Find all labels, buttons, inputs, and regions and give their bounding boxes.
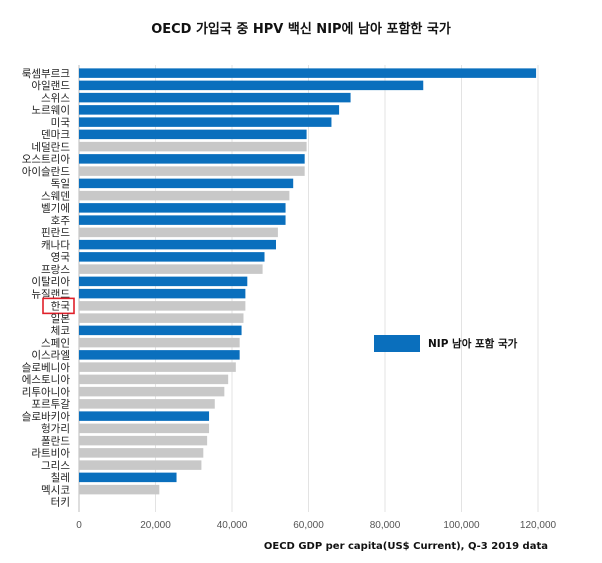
category-label: 리투아니아	[22, 386, 71, 398]
category-label: 핀란드	[41, 227, 70, 239]
category-label: 캐나다	[41, 239, 70, 251]
chart-title: OECD 가입국 중 HPV 백신 NIP에 남아 포함한 국가	[151, 22, 451, 37]
bar	[79, 325, 242, 336]
bar	[79, 313, 244, 323]
x-tick-label: 20,000	[140, 520, 171, 531]
bar	[79, 472, 177, 483]
x-tick-labels: 0 20,000 40,000 60,000 80,000 100,000 120,000	[76, 520, 556, 531]
bar	[79, 166, 305, 176]
bar	[79, 252, 265, 262]
category-label: 헝가리	[41, 423, 70, 435]
x-tick-label: 100,000	[443, 520, 480, 531]
bar	[79, 484, 160, 495]
x-tick-label: 60,000	[293, 520, 324, 531]
bar	[79, 215, 286, 225]
bar	[79, 399, 215, 409]
category-label: 프랑스	[41, 264, 70, 276]
category-label: 포르투갈	[31, 398, 70, 411]
bar	[79, 92, 351, 103]
bar	[79, 423, 210, 434]
category-label: 미국	[51, 117, 71, 129]
category-label: 노르웨이	[31, 105, 70, 117]
category-labels: 룩셈부르크아일랜드스위스노르웨이미국덴마크네덜란드오스트리아아이슬란드독일스웨덴…	[22, 68, 75, 509]
bar	[79, 203, 286, 213]
category-label: 네덜란드	[31, 141, 70, 153]
category-label: 체코	[51, 325, 71, 337]
bar	[79, 288, 246, 299]
bar	[79, 386, 225, 397]
category-label: 라트비아	[31, 448, 70, 460]
bar	[79, 68, 537, 78]
category-label: 이탈리아	[31, 275, 70, 288]
bar	[79, 178, 294, 189]
category-label: 이스라엘	[31, 349, 70, 362]
bar	[79, 190, 290, 201]
category-label: 스위스	[41, 91, 70, 104]
category-label: 슬로베니아	[22, 362, 71, 374]
bar	[79, 227, 278, 238]
bar	[79, 301, 246, 311]
gridlines	[78, 65, 539, 512]
x-axis-label: OECD GDP per capita(US$ Current), Q-3 20…	[263, 541, 548, 552]
category-label: 칠레	[51, 472, 70, 484]
bar	[79, 362, 236, 372]
legend-label: NIP 남아 포함 국가	[428, 337, 518, 350]
category-label: 에스토니아	[22, 374, 71, 386]
category-label: 폴란드	[41, 435, 70, 447]
category-label: 덴마크	[41, 129, 70, 141]
category-label: 일본	[51, 312, 71, 325]
category-label: 멕시코	[41, 484, 70, 496]
category-label: 영국	[51, 252, 71, 264]
bar	[79, 80, 424, 91]
category-label: 뉴질랜드	[31, 288, 70, 300]
bar	[79, 141, 307, 152]
category-label: 오스트리아	[22, 154, 71, 166]
bar	[79, 337, 240, 348]
bar	[79, 129, 307, 140]
bar	[79, 276, 248, 287]
legend: NIP 남아 포함 국가	[374, 335, 518, 352]
category-label: 룩셈부르크	[22, 68, 71, 80]
x-tick-label: 40,000	[217, 520, 248, 531]
bar	[79, 411, 210, 421]
bars	[79, 68, 537, 495]
category-label: 스페인	[41, 337, 70, 349]
category-label: 스웨덴	[41, 190, 70, 202]
bar	[79, 154, 305, 164]
category-label: 독일	[51, 177, 70, 190]
category-label: 한국	[51, 301, 71, 313]
bar	[79, 117, 332, 127]
x-tick-label: 120,000	[520, 520, 557, 531]
bar	[79, 264, 263, 274]
bar	[79, 448, 204, 458]
x-tick-label: 80,000	[370, 520, 401, 531]
bar	[79, 105, 340, 115]
x-tick-label: 0	[76, 520, 82, 531]
bar	[79, 435, 208, 446]
bar	[79, 460, 202, 470]
bar	[79, 350, 240, 360]
category-label: 아이슬란드	[22, 166, 71, 178]
category-label: 벨기에	[41, 203, 70, 215]
bar	[79, 374, 229, 385]
category-label: 그리스	[41, 460, 70, 472]
category-label: 슬로바키아	[22, 411, 71, 423]
category-label: 터키	[51, 497, 70, 509]
category-label: 아일랜드	[31, 79, 70, 92]
legend-swatch	[374, 335, 420, 352]
bar	[79, 239, 276, 250]
category-label: 호주	[51, 215, 71, 227]
highlight-box	[42, 297, 75, 315]
